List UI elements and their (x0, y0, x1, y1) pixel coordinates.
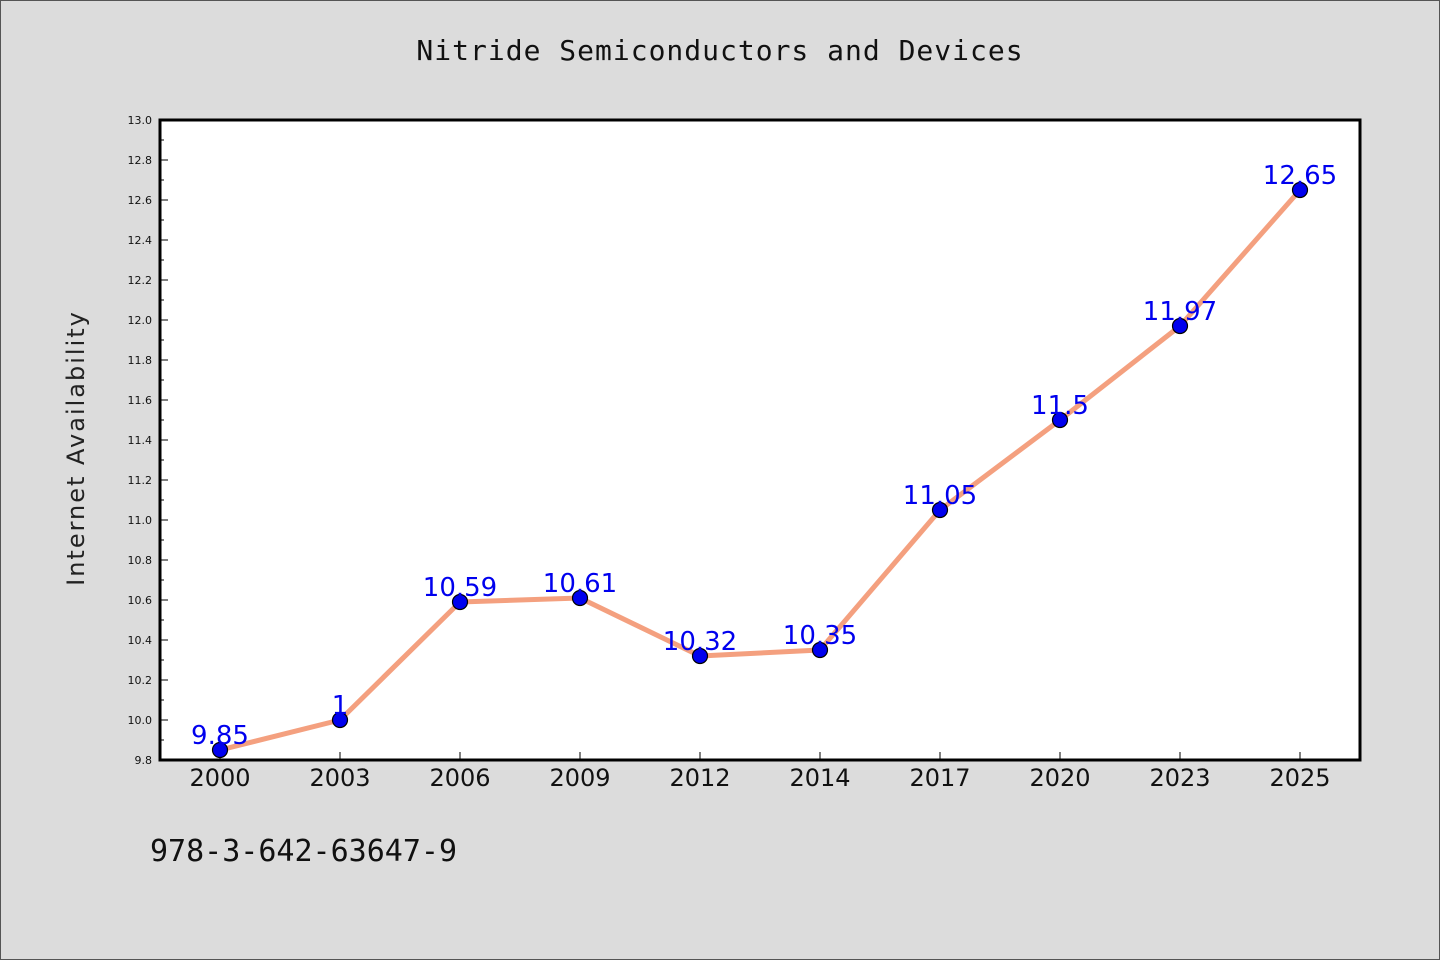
data-label: 11.05 (903, 481, 977, 511)
y-tick-label: 9.8 (135, 754, 153, 767)
x-tick-label: 2017 (909, 764, 970, 792)
x-tick-label: 2003 (309, 764, 370, 792)
series-line (217, 187, 1303, 753)
x-tick-label: 2000 (189, 764, 250, 792)
data-label: 1 (332, 691, 349, 721)
y-tick-label: 11.6 (128, 394, 153, 407)
y-tick-label: 12.0 (128, 314, 153, 327)
data-point-marker (331, 711, 349, 729)
data-point-marker (1291, 181, 1309, 199)
data-label: 10.32 (663, 627, 737, 657)
data-point-marker (1051, 411, 1069, 429)
data-label: 11.97 (1143, 297, 1217, 327)
y-tick-label: 10.6 (128, 594, 153, 607)
y-tick-label: 12.2 (128, 274, 153, 287)
data-label: 12.65 (1263, 161, 1337, 191)
plot-area (158, 118, 1362, 762)
x-axis: 2000 2003 2006 2009 2012 2014 2017 2020 2023 2025 (189, 752, 1331, 792)
data-point-marker (571, 589, 589, 607)
x-tick-label: 2012 (669, 764, 730, 792)
y-tick-label: 10.4 (128, 634, 153, 647)
y-tick-label: 11.8 (128, 354, 153, 367)
y-tick-label: 13.0 (128, 114, 153, 127)
x-tick-label: 2025 (1269, 764, 1330, 792)
x-tick-label: 2023 (1149, 764, 1210, 792)
y-tick-label: 12.8 (128, 154, 153, 167)
x-tick-label: 2009 (549, 764, 610, 792)
x-tick-label: 2006 (429, 764, 490, 792)
chart-title: Nitride Semiconductors and Devices (416, 34, 1024, 67)
data-label: 9.85 (191, 721, 249, 751)
data-label: 10.59 (423, 573, 497, 603)
x-tick-label: 2020 (1029, 764, 1090, 792)
data-points (211, 181, 1309, 759)
data-label: 11.5 (1031, 391, 1089, 421)
isbn-text: 978-3-642-63647-9 (150, 834, 458, 869)
data-point-marker (811, 641, 829, 659)
y-axis: 9.8 10.0 10.2 10.4 10.6 10.8 11.0 11.2 11.4 11.6 1… (128, 114, 168, 767)
data-point-marker (451, 593, 469, 611)
y-tick-label: 12.6 (128, 194, 153, 207)
y-tick-label: 12.4 (128, 234, 153, 247)
data-point-marker (211, 741, 229, 759)
y-tick-label: 11.2 (128, 474, 153, 487)
y-tick-label: 10.2 (128, 674, 153, 687)
data-point-marker (691, 647, 709, 665)
y-tick-label: 11.4 (128, 434, 153, 447)
data-labels: 9.85 1 10.59 10.61 10.32 10.35 11.05 11.5 11.97 1… (191, 161, 1337, 751)
data-point-marker (931, 501, 949, 519)
data-point-marker (1171, 317, 1189, 335)
data-label: 10.61 (543, 569, 617, 599)
data-label: 10.35 (783, 621, 857, 651)
x-tick-label: 2014 (789, 764, 850, 792)
y-tick-label: 11.0 (128, 514, 153, 527)
y-tick-label: 10.8 (128, 554, 153, 567)
y-tick-label: 10.0 (128, 714, 153, 727)
